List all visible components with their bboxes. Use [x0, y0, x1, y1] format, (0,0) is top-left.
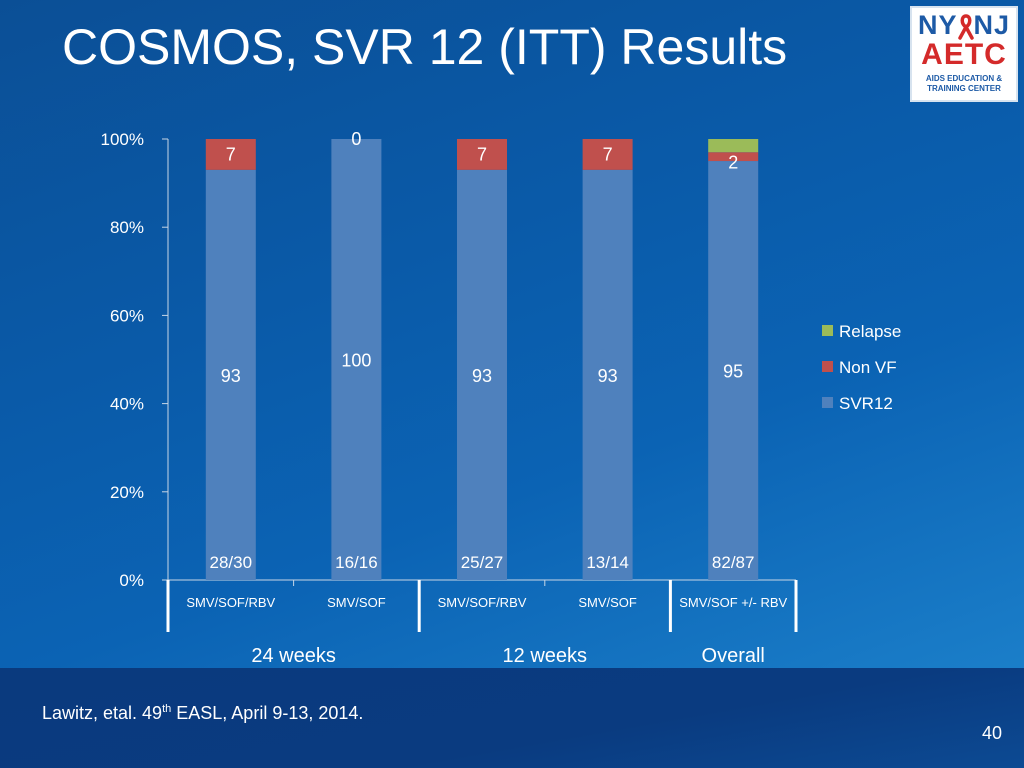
page-number: 40	[982, 723, 1003, 743]
bar-non-vf	[457, 139, 507, 170]
x-category-label: SMV/SOF	[327, 595, 386, 610]
data-label-non-vf: 0	[351, 129, 361, 149]
citation: Lawitz, etal. 49th EASL, April 9-13, 201…	[42, 703, 364, 723]
data-label-svr12: 93	[472, 366, 492, 386]
legend-label: Non VF	[839, 358, 897, 377]
legend-swatch	[822, 361, 833, 372]
y-tick-label: 40%	[110, 395, 144, 414]
bar-non-vf	[708, 152, 759, 162]
data-label-svr12: 93	[221, 366, 241, 386]
data-label-non-vf: 7	[603, 144, 613, 164]
bar-svr12	[331, 139, 382, 580]
y-tick-label: 0%	[119, 571, 144, 590]
group-label: 24 weeks	[251, 645, 336, 667]
stacked-bar-chart: 0% 20% 40% 60% 80% 100% 93 7 28/30 SMV/SOF/RBV 100…	[101, 129, 901, 667]
bar-svr12	[457, 169, 507, 580]
count-label: 28/30	[210, 553, 253, 572]
data-label-non-vf: 7	[226, 144, 236, 164]
data-label-svr12: 93	[598, 366, 618, 386]
logo-line-3: AIDS EDUCATION & TRAINING CENTER	[925, 74, 1003, 93]
data-label-svr12: 95	[723, 362, 743, 382]
logo-line-2: AETC	[921, 38, 1007, 71]
x-category-label: SMV/SOF/RBV	[438, 595, 527, 610]
group-label: 12 weeks	[503, 645, 588, 667]
group-label: Overall	[702, 645, 765, 667]
bar-non-vf	[205, 139, 256, 170]
legend-label: Relapse	[839, 322, 901, 341]
slide-title: COSMOS, SVR 12 (ITT) Results	[62, 19, 788, 75]
aetc-logo: NY NJ AETC AIDS EDUCATION & TRAINING CENT…	[910, 6, 1018, 102]
count-label: 16/16	[335, 553, 378, 572]
legend-swatch	[822, 397, 833, 408]
bar-svr12	[582, 169, 633, 580]
x-category-label: SMV/SOF +/- RBV	[679, 595, 787, 610]
bar-non-vf	[582, 139, 633, 170]
data-label-non-vf: 7	[477, 144, 487, 164]
logo-line-1: NY NJ	[917, 10, 1011, 40]
bar-relapse	[708, 139, 759, 153]
data-label-svr12: 100	[341, 351, 371, 371]
count-label: 82/87	[712, 553, 755, 572]
bar-svr12	[708, 161, 759, 581]
y-tick-label: 80%	[110, 218, 144, 237]
count-label: 25/27	[461, 553, 504, 572]
x-category-label: SMV/SOF	[578, 595, 637, 610]
count-label: 13/14	[586, 553, 629, 572]
y-tick-label: 60%	[110, 306, 144, 325]
bar-svr12	[205, 169, 256, 580]
red-ribbon-icon	[958, 14, 974, 40]
y-tick-label: 20%	[110, 483, 144, 502]
footer-band	[0, 668, 1024, 768]
legend-label: SVR12	[839, 394, 893, 413]
x-category-label: SMV/SOF/RBV	[186, 595, 275, 610]
legend-swatch	[822, 325, 833, 336]
y-tick-label: 100%	[101, 130, 144, 149]
data-label-non-vf: 2	[728, 153, 738, 173]
